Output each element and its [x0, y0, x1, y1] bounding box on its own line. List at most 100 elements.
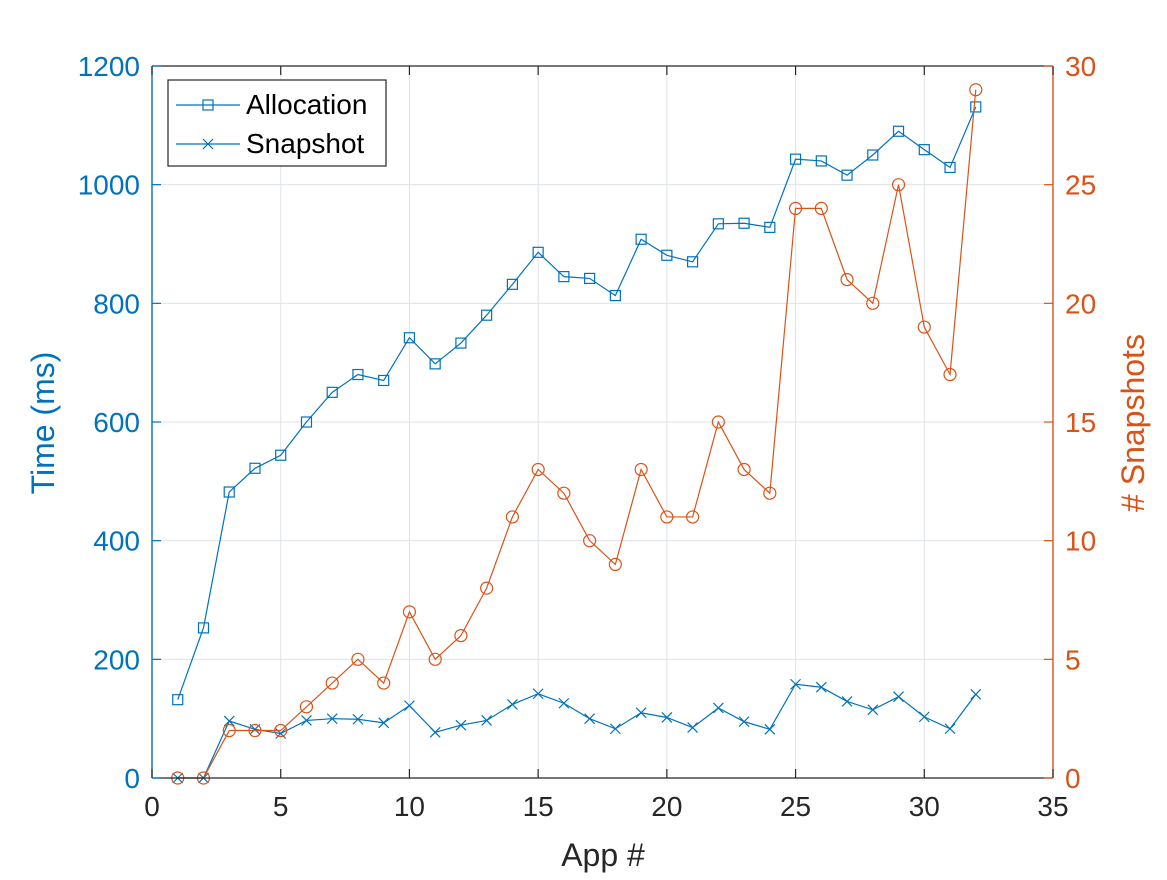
- data-point-allocation: [841, 169, 853, 181]
- data-point-right-axis: [222, 723, 236, 738]
- x-tick-label: 35: [1037, 791, 1068, 822]
- data-point-allocation: [326, 386, 338, 398]
- data-point-allocation: [223, 486, 235, 498]
- data-point-right-axis: [325, 676, 339, 690]
- data-point-snapshot: [815, 681, 827, 693]
- y-right-tick-label: 30: [1065, 51, 1096, 82]
- data-point-allocation: [481, 309, 493, 321]
- data-point-allocation: [172, 694, 184, 706]
- data-point-snapshot: [635, 707, 647, 719]
- data-point-snapshot: [738, 716, 750, 728]
- data-point-allocation: [970, 101, 982, 113]
- y-left-tick-label: 1000: [78, 170, 140, 201]
- data-point-right-axis: [840, 273, 854, 287]
- data-point-right-axis: [531, 462, 545, 477]
- y-left-tick-label: 400: [93, 526, 140, 557]
- data-point-allocation: [249, 462, 261, 474]
- x-tick-label: 30: [909, 791, 940, 822]
- y-left-tick-label: 1200: [78, 51, 140, 82]
- data-point-right-axis: [788, 201, 803, 215]
- data-point-right-axis: [737, 462, 751, 477]
- data-point-right-axis: [454, 628, 468, 643]
- y-right-tick-label: 25: [1065, 170, 1096, 201]
- data-point-right-axis: [377, 676, 391, 690]
- data-point-snapshot: [301, 715, 312, 726]
- legend-square-marker: [202, 99, 214, 111]
- data-point-allocation: [918, 144, 930, 156]
- data-point-allocation: [635, 233, 647, 245]
- data-point-allocation: [429, 358, 441, 370]
- data-point-snapshot: [378, 717, 390, 729]
- data-point-allocation: [867, 149, 879, 161]
- grid-lines: [152, 66, 1053, 778]
- series-layer: [171, 83, 983, 785]
- y-right-tick-label: 5: [1065, 644, 1081, 675]
- data-point-right-axis: [505, 510, 520, 524]
- data-point-right-axis: [557, 486, 571, 500]
- data-point-snapshot: [532, 688, 544, 700]
- data-point-snapshot: [404, 700, 415, 712]
- data-point-right-axis: [634, 462, 648, 477]
- x-axis-label: App #: [561, 837, 645, 873]
- x-tick-label: 0: [144, 791, 160, 822]
- data-point-snapshot: [687, 722, 699, 733]
- data-point-right-axis: [711, 415, 725, 429]
- series-line-allocation: [177, 106, 977, 700]
- data-point-allocation: [300, 416, 313, 428]
- data-point-snapshot: [790, 678, 801, 690]
- data-point-right-axis: [814, 201, 828, 215]
- data-point-allocation: [944, 161, 956, 174]
- data-point-allocation: [378, 374, 390, 387]
- data-point-snapshot: [223, 715, 235, 727]
- y-right-tick-label: 15: [1065, 407, 1096, 438]
- y-right-tick-label: 20: [1065, 288, 1096, 319]
- data-point-snapshot: [764, 723, 776, 735]
- data-point-allocation: [738, 217, 750, 229]
- data-point-right-axis: [917, 320, 931, 334]
- data-point-allocation: [532, 246, 544, 258]
- y-left-tick-label: 600: [93, 407, 140, 438]
- data-point-snapshot: [326, 713, 338, 725]
- y-right-tick-label: 0: [1065, 763, 1081, 794]
- axes: [151, 65, 1054, 779]
- data-point-right-axis: [351, 652, 365, 666]
- data-point-right-axis: [428, 652, 442, 666]
- data-point-right-axis: [274, 723, 288, 738]
- data-point-snapshot: [455, 719, 467, 731]
- data-point-snapshot: [893, 691, 904, 703]
- y-left-tick-label: 800: [93, 288, 140, 319]
- data-point-right-axis: [299, 700, 314, 714]
- legend-label-allocation: Allocation: [246, 89, 367, 120]
- series-line-snapshot: [177, 683, 977, 779]
- data-point-right-axis: [402, 605, 417, 619]
- data-point-allocation: [764, 221, 776, 233]
- legend-x-marker: [202, 138, 214, 150]
- data-point-allocation: [558, 271, 570, 283]
- x-tick-label: 15: [523, 791, 554, 822]
- data-point-right-axis: [685, 510, 700, 524]
- y-axis-right-label: # Snapshots: [1115, 334, 1151, 512]
- data-point-right-axis: [866, 296, 880, 310]
- data-point-allocation: [584, 272, 596, 285]
- data-point-snapshot: [352, 713, 364, 725]
- data-point-right-axis: [480, 581, 494, 595]
- x-tick-label: 20: [651, 791, 682, 822]
- data-point-allocation: [815, 155, 827, 167]
- data-point-allocation: [403, 332, 416, 344]
- legend: Allocation Snapshot: [167, 79, 387, 167]
- data-point-allocation: [712, 218, 724, 230]
- data-point-right-axis: [763, 486, 777, 500]
- data-point-snapshot: [661, 712, 673, 723]
- data-point-right-axis: [248, 723, 262, 738]
- y-left-tick-label: 200: [93, 644, 140, 675]
- data-point-allocation: [352, 368, 364, 381]
- tick-labels: 0 5 10 15 20 25 30 3502004006008001000120005101…: [78, 51, 1096, 822]
- data-point-snapshot: [918, 711, 930, 723]
- data-point-snapshot: [712, 702, 724, 714]
- data-point-allocation: [455, 337, 467, 349]
- legend-label-snapshot: Snapshot: [246, 128, 365, 159]
- legend-box: [167, 79, 387, 167]
- data-point-allocation: [661, 249, 673, 261]
